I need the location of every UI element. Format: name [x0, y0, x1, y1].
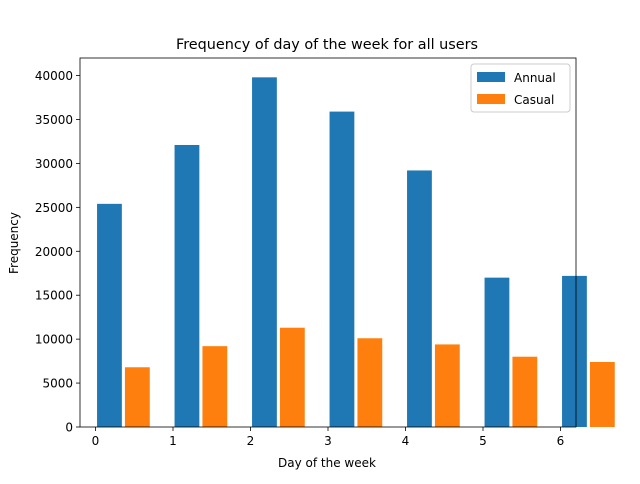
- legend-swatch-casual: [477, 94, 505, 104]
- y-tick-label-35000: 35000: [35, 113, 73, 127]
- bars-layer: [97, 77, 615, 428]
- chart-title: Frequency of day of the week for all use…: [176, 37, 478, 53]
- bar-casual-5: [512, 356, 538, 427]
- y-tick-label-20000: 20000: [35, 245, 73, 259]
- legend-swatch-annual: [477, 72, 505, 82]
- x-tick-label-0: 0: [92, 434, 100, 448]
- bar-annual-4: [407, 170, 432, 427]
- x-tick-label-1: 1: [169, 434, 177, 448]
- y-tick-label-40000: 40000: [35, 69, 73, 83]
- bar-casual-4: [434, 344, 460, 427]
- x-tick-label-6: 6: [557, 434, 565, 448]
- bar-casual-0: [124, 367, 150, 427]
- y-tick-label-10000: 10000: [35, 333, 73, 347]
- bar-casual-1: [202, 346, 228, 427]
- x-tick-label-2: 2: [247, 434, 255, 448]
- legend-label-casual: Casual: [514, 93, 554, 107]
- bar-casual-2: [279, 327, 305, 427]
- bar-annual-2: [252, 77, 277, 427]
- x-axis-label: Day of the week: [278, 456, 376, 470]
- y-tick-label-15000: 15000: [35, 289, 73, 303]
- axes-layer: 0 1 2 3 4 5 6 0 5000 10000 15000 20000 25000 30000 350…: [35, 57, 577, 448]
- bar-annual-6: [562, 275, 587, 427]
- bar-casual-6: [589, 361, 615, 427]
- bar-annual-0: [97, 203, 122, 427]
- y-tick-label-25000: 25000: [35, 201, 73, 215]
- x-tick-label-5: 5: [479, 434, 487, 448]
- legend-label-annual: Annual: [514, 71, 556, 85]
- y-tick-label-0: 0: [65, 421, 73, 435]
- y-axis-label: Frequency: [7, 212, 21, 274]
- bar-annual-3: [329, 111, 355, 427]
- bar-annual-5: [484, 277, 510, 427]
- x-tick-label-3: 3: [324, 434, 332, 448]
- legend: Annual Casual: [470, 63, 571, 113]
- x-tick-label-4: 4: [402, 434, 410, 448]
- y-tick-label-5000: 5000: [42, 377, 73, 391]
- bar-annual-1: [174, 144, 200, 428]
- bar-casual-3: [357, 338, 383, 427]
- y-tick-label-30000: 30000: [35, 157, 73, 171]
